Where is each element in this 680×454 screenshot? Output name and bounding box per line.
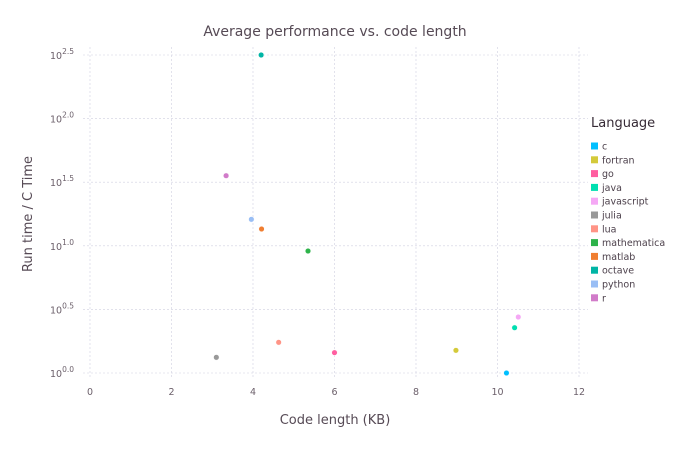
y-tick-label: 100.0 (50, 365, 74, 380)
legend-label-fortran: fortran (602, 155, 635, 166)
data-point-python (248, 216, 255, 223)
y-tick-label: 102.0 (50, 111, 74, 126)
legend-swatch-javascript (591, 197, 598, 205)
legend-swatch-matlab (591, 252, 598, 260)
legend-label-javascript: javascript (601, 197, 649, 208)
legend-label-octave: octave (602, 266, 634, 277)
y-gridlines (83, 54, 588, 374)
legend-label-lua: lua (602, 224, 616, 235)
data-point-javascript (515, 313, 522, 321)
legend-swatch-fortran (591, 156, 598, 164)
y-tick-label: 100.5 (50, 301, 74, 316)
data-point-fortran (452, 347, 459, 354)
legend-label-python: python (602, 280, 635, 291)
y-axis-label: Run time / C Time (21, 156, 36, 272)
legend-swatch-mathematica (591, 239, 598, 247)
data-points (213, 51, 522, 377)
x-tick-label: 10 (491, 387, 503, 398)
data-point-octave (258, 51, 265, 59)
chart-title: Average performance vs. code length (203, 24, 466, 40)
legend-title: Language (591, 116, 655, 131)
x-axis-label: Code length (KB) (280, 413, 391, 428)
legend: Language c fortran go java javascript julia lu… (591, 116, 665, 304)
legend-swatch-c (591, 142, 598, 150)
data-point-c (503, 369, 510, 377)
legend-swatch-python (591, 280, 598, 288)
legend-swatch-lua (591, 225, 598, 233)
data-point-java (511, 324, 518, 331)
legend-label-julia: julia (601, 211, 622, 222)
data-point-mathematica (304, 247, 312, 255)
data-point-r (223, 172, 230, 179)
legend-swatch-julia (591, 211, 598, 219)
x-tick-label: 2 (168, 387, 174, 398)
x-tick-label: 4 (250, 387, 256, 398)
legend-label-mathematica: mathematica (602, 238, 665, 249)
legend-label-go: go (602, 169, 614, 180)
legend-label-java: java (601, 183, 622, 194)
legend-swatch-java (591, 183, 598, 191)
data-point-lua (275, 339, 282, 346)
y-axis-ticks: 100.0 100.5 101.0 101.5 102.0 102.5 (50, 47, 74, 380)
legend-label-r: r (602, 293, 606, 304)
x-gridlines (89, 47, 580, 379)
x-axis-ticks: 0 2 4 6 8 10 12 (87, 387, 585, 398)
legend-swatch-go (591, 170, 598, 178)
legend-swatch-r (591, 294, 598, 302)
y-tick-label: 102.5 (50, 47, 74, 62)
legend-swatch-octave (591, 266, 598, 274)
legend-label-c: c (602, 142, 607, 153)
x-tick-label: 6 (331, 387, 337, 398)
data-point-go (331, 349, 338, 356)
y-tick-label: 101.5 (50, 174, 74, 189)
x-tick-label: 0 (87, 387, 93, 398)
legend-label-matlab: matlab (602, 252, 635, 263)
x-tick-label: 8 (413, 387, 419, 398)
data-point-matlab (258, 225, 265, 233)
y-tick-label: 101.0 (50, 238, 74, 253)
x-tick-label: 12 (573, 387, 585, 398)
data-point-julia (213, 354, 220, 361)
